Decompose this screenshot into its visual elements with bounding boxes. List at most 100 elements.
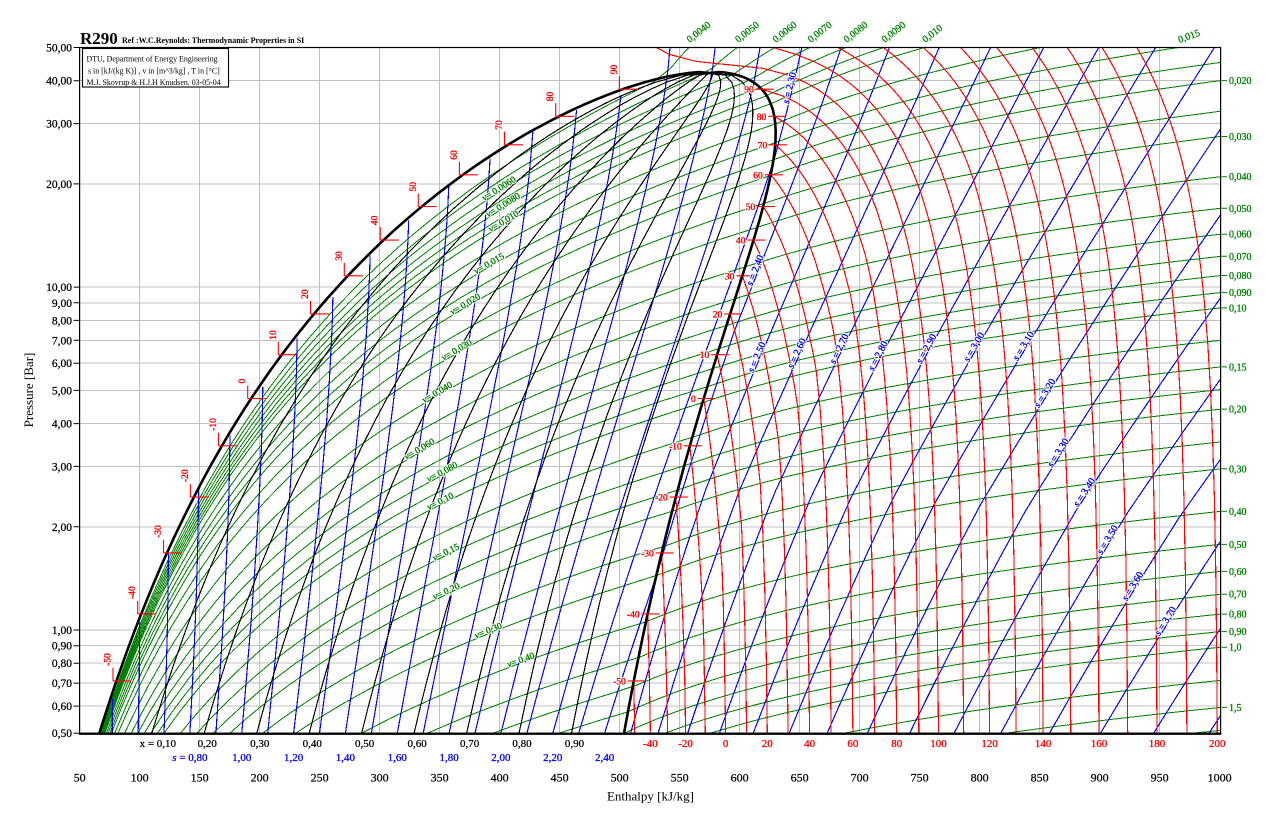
svg-text:0,30: 0,30 <box>250 738 270 750</box>
svg-text:30: 30 <box>725 272 735 282</box>
svg-text:0: 0 <box>691 395 696 405</box>
svg-text:0: 0 <box>238 379 248 384</box>
svg-text:3,00: 3,00 <box>52 461 72 473</box>
svg-text:750: 750 <box>911 771 929 785</box>
svg-text:90: 90 <box>610 64 620 74</box>
svg-text:0,50: 0,50 <box>1229 540 1247 551</box>
svg-text:-10: -10 <box>209 418 219 431</box>
svg-text:0,50: 0,50 <box>52 728 72 740</box>
svg-text:0,80: 0,80 <box>1229 610 1247 621</box>
svg-text:70: 70 <box>758 141 768 151</box>
svg-text:0,90: 0,90 <box>1229 627 1247 638</box>
svg-text:10: 10 <box>700 351 710 361</box>
svg-text:700: 700 <box>851 771 869 785</box>
svg-text:40,00: 40,00 <box>46 76 72 88</box>
svg-text:-30: -30 <box>154 525 164 538</box>
svg-text:2,00: 2,00 <box>52 522 72 534</box>
svg-text:10: 10 <box>269 330 279 340</box>
svg-text:1000: 1000 <box>1208 771 1232 785</box>
svg-text:1,60: 1,60 <box>388 752 408 764</box>
svg-text:850: 850 <box>1031 771 1049 785</box>
svg-text:4,00: 4,00 <box>52 419 72 431</box>
svg-text:1,00: 1,00 <box>232 752 252 764</box>
svg-text:2,00: 2,00 <box>491 752 511 764</box>
svg-text:30: 30 <box>335 251 345 261</box>
svg-text:20: 20 <box>713 310 723 320</box>
svg-text:0,60: 0,60 <box>1229 567 1247 578</box>
svg-text:6,00: 6,00 <box>52 358 72 370</box>
svg-text:200: 200 <box>251 771 269 785</box>
svg-text:-30: -30 <box>154 525 164 538</box>
svg-text:0,40: 0,40 <box>303 738 323 750</box>
svg-text:80: 80 <box>757 113 767 123</box>
svg-text:40: 40 <box>371 215 381 225</box>
svg-text:-50: -50 <box>104 653 114 666</box>
svg-text:-20: -20 <box>655 494 668 504</box>
svg-text:250: 250 <box>311 771 329 785</box>
svg-text:0,60: 0,60 <box>52 701 72 713</box>
svg-text:10: 10 <box>700 351 710 361</box>
svg-text:0,030: 0,030 <box>1229 132 1252 143</box>
svg-text:100: 100 <box>131 771 149 785</box>
svg-text:650: 650 <box>791 771 809 785</box>
svg-text:s = 2,30: s = 2,30 <box>781 71 799 105</box>
svg-text:-10: -10 <box>669 442 682 452</box>
svg-text:600: 600 <box>731 771 749 785</box>
svg-text:0,10: 0,10 <box>1229 303 1247 314</box>
svg-text:800: 800 <box>971 771 989 785</box>
svg-text:100: 100 <box>930 738 947 750</box>
svg-text:0,60: 0,60 <box>407 738 427 750</box>
svg-text:30: 30 <box>335 251 345 261</box>
svg-text:400: 400 <box>491 771 509 785</box>
svg-text:50: 50 <box>746 203 756 213</box>
svg-text:60: 60 <box>753 171 763 181</box>
svg-text:0,70: 0,70 <box>52 678 72 690</box>
svg-text:40: 40 <box>736 237 746 247</box>
svg-text:s = 0,80: s = 0,80 <box>172 752 208 764</box>
svg-text:300: 300 <box>371 771 389 785</box>
svg-text:R290: R290 <box>80 29 118 48</box>
svg-text:20: 20 <box>301 289 311 299</box>
svg-text:350: 350 <box>431 771 449 785</box>
svg-text:900: 900 <box>1091 771 1109 785</box>
svg-text:0,70: 0,70 <box>1229 590 1247 601</box>
svg-text:-20: -20 <box>181 469 191 482</box>
svg-text:20: 20 <box>301 289 311 299</box>
svg-text:450: 450 <box>551 771 569 785</box>
svg-text:1,80: 1,80 <box>439 752 459 764</box>
svg-text:30: 30 <box>725 272 735 282</box>
svg-text:80: 80 <box>891 738 903 750</box>
svg-text:1,40: 1,40 <box>336 752 356 764</box>
svg-text:30,00: 30,00 <box>46 119 72 131</box>
svg-text:50: 50 <box>74 771 86 785</box>
svg-text:-30: -30 <box>641 549 654 559</box>
svg-text:550: 550 <box>671 771 689 785</box>
svg-text:1,0: 1,0 <box>1229 643 1242 654</box>
svg-text:-40: -40 <box>128 586 138 599</box>
svg-text:-40: -40 <box>627 610 640 620</box>
svg-text:10,00: 10,00 <box>46 282 72 294</box>
svg-text:80: 80 <box>546 92 556 102</box>
svg-text:90: 90 <box>610 64 620 74</box>
svg-text:0,80: 0,80 <box>512 738 532 750</box>
svg-text:70: 70 <box>495 120 505 130</box>
svg-text:0,040: 0,040 <box>1229 172 1252 183</box>
svg-text:90: 90 <box>744 86 754 96</box>
svg-text:-10: -10 <box>209 418 219 431</box>
svg-text:1,00: 1,00 <box>52 625 72 637</box>
svg-text:-20: -20 <box>655 494 668 504</box>
svg-text:-20: -20 <box>181 469 191 482</box>
svg-text:0,90: 0,90 <box>565 738 585 750</box>
svg-text:-50: -50 <box>613 677 626 687</box>
svg-text:1,5: 1,5 <box>1229 703 1242 714</box>
svg-text:140: 140 <box>1035 738 1052 750</box>
svg-text:90: 90 <box>744 86 754 96</box>
svg-text:9,00: 9,00 <box>52 298 72 310</box>
svg-text:10: 10 <box>269 330 279 340</box>
svg-text:40: 40 <box>371 215 381 225</box>
svg-text:-50: -50 <box>104 653 114 666</box>
svg-text:1,20: 1,20 <box>284 752 304 764</box>
svg-text:7,00: 7,00 <box>52 335 72 347</box>
svg-text:-20: -20 <box>678 738 693 750</box>
svg-text:0,50: 0,50 <box>355 738 375 750</box>
